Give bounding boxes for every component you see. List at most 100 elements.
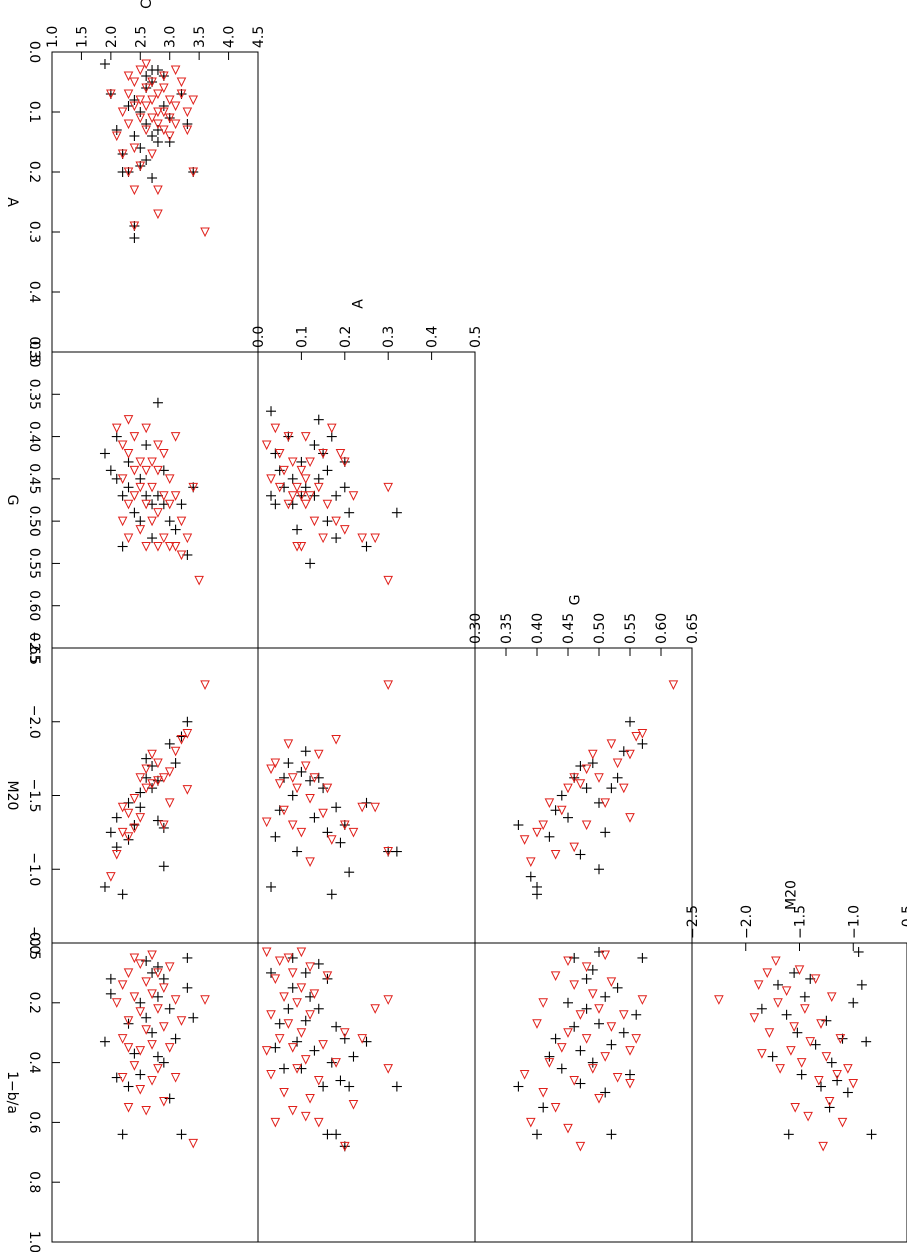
point-plus — [618, 746, 629, 757]
point-triangle — [370, 533, 380, 544]
point-triangle — [123, 167, 134, 178]
point-triangle — [164, 95, 175, 106]
point-plus — [600, 827, 611, 838]
point-plus — [182, 952, 193, 963]
point-plus — [767, 1051, 778, 1062]
point-triangle — [188, 482, 199, 493]
point-triangle — [164, 962, 175, 973]
tick-label: 0.5 — [26, 341, 42, 363]
point-plus — [300, 967, 311, 978]
point-triangle — [261, 440, 272, 451]
point-plus — [129, 131, 140, 141]
point-triangle — [762, 968, 773, 979]
point-triangle — [300, 432, 311, 442]
point-plus — [600, 1087, 611, 1098]
point-triangle — [322, 783, 333, 794]
point-plus — [287, 790, 298, 801]
point-triangle — [135, 113, 146, 124]
point-triangle — [296, 465, 307, 476]
point-plus — [141, 155, 152, 165]
tick-label: 0.40 — [26, 421, 42, 452]
point-triangle — [261, 817, 272, 828]
tick-label: 0.55 — [623, 613, 639, 644]
point-plus — [99, 881, 110, 892]
point-triangle — [159, 125, 169, 136]
tick-label: 0.35 — [26, 379, 42, 410]
point-triangle — [270, 423, 281, 434]
point-triangle — [129, 1061, 140, 1071]
point-triangle — [270, 1117, 281, 1128]
point-plus — [606, 783, 617, 794]
point-triangle — [274, 779, 285, 789]
point-triangle — [575, 779, 586, 789]
point-plus — [266, 490, 277, 501]
tick-label: 4.5 — [251, 26, 267, 48]
panel-frame-C-G — [51, 351, 259, 649]
point-triangle — [370, 1004, 380, 1014]
tick-label: 4.0 — [222, 26, 238, 48]
point-plus — [313, 1003, 324, 1014]
point-plus — [283, 758, 294, 769]
point-triangle — [141, 59, 151, 70]
point-plus — [538, 1102, 549, 1113]
tick-label: 0.4 — [26, 1051, 42, 1073]
point-triangle — [383, 482, 394, 493]
point-plus — [266, 881, 277, 892]
point-triangle — [773, 998, 783, 1008]
tick-label: 1.0 — [45, 26, 61, 48]
point-plus — [296, 1063, 307, 1074]
point-plus — [637, 952, 648, 963]
point-triangle — [313, 1076, 324, 1086]
tick-label: 3.0 — [163, 26, 179, 48]
point-triangle — [135, 1085, 146, 1095]
point-triangle — [544, 798, 555, 808]
point-plus — [575, 1078, 586, 1089]
point-plus — [773, 979, 783, 990]
point-triangle — [625, 1046, 635, 1056]
point-triangle — [274, 1034, 285, 1044]
point-plus — [637, 738, 648, 749]
point-plus — [575, 761, 586, 771]
point-plus — [826, 1057, 837, 1068]
point-plus — [129, 1048, 140, 1059]
point-triangle — [274, 956, 285, 967]
point-plus — [842, 1087, 853, 1098]
point-triangle — [123, 808, 134, 819]
point-triangle — [383, 575, 394, 586]
point-triangle — [153, 440, 163, 451]
point-triangle — [159, 1022, 169, 1032]
point-triangle — [117, 107, 128, 118]
point-plus — [532, 889, 542, 900]
point-plus — [111, 812, 122, 823]
axis-title: A — [4, 197, 20, 207]
point-plus — [105, 988, 116, 999]
point-triangle — [135, 161, 146, 172]
point-triangle — [153, 209, 163, 220]
point-triangle — [129, 77, 140, 88]
point-triangle — [569, 980, 580, 990]
point-triangle — [821, 1052, 832, 1062]
point-plus — [326, 1057, 337, 1068]
point-plus — [581, 783, 592, 794]
point-triangle — [300, 761, 311, 772]
point-triangle — [129, 793, 140, 804]
point-plus — [313, 772, 324, 783]
point-triangle — [159, 71, 169, 82]
point-triangle — [618, 783, 629, 794]
point-plus — [266, 967, 277, 978]
point-triangle — [305, 457, 315, 468]
point-triangle — [117, 802, 128, 813]
point-plus — [99, 59, 110, 69]
point-plus — [300, 746, 311, 757]
point-triangle — [123, 71, 134, 82]
point-triangle — [824, 1096, 835, 1107]
point-triangle — [357, 802, 367, 813]
point-plus — [141, 753, 152, 764]
tick-label: 0.40 — [530, 613, 546, 644]
point-plus — [606, 1039, 617, 1050]
point-triangle — [612, 1073, 623, 1083]
point-triangle — [117, 149, 128, 160]
point-triangle — [789, 1022, 799, 1032]
point-triangle — [141, 783, 151, 794]
point-triangle — [749, 1013, 760, 1023]
